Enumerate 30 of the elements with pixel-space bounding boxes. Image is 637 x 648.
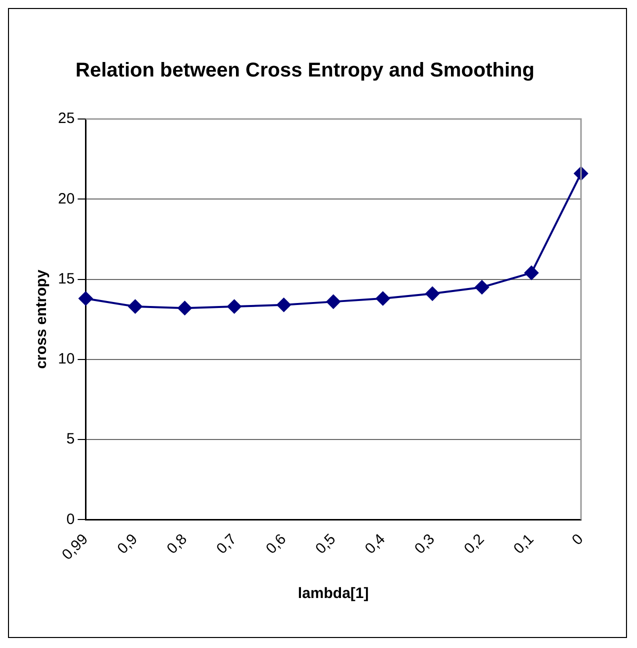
x-tick-label: 0,8 xyxy=(164,530,191,558)
point xyxy=(326,294,340,309)
point xyxy=(524,266,538,280)
y-tick-label: 15 xyxy=(58,270,75,288)
x-tick-label: 0,2 xyxy=(460,530,488,558)
x-tick-label: 0,3 xyxy=(411,530,438,558)
y-tick-label: 0 xyxy=(66,510,75,528)
x-tick-label: 0,9 xyxy=(114,530,141,558)
point xyxy=(128,299,142,314)
point xyxy=(376,291,390,306)
x-tick-label: 0,1 xyxy=(510,530,538,558)
point xyxy=(276,298,291,312)
point xyxy=(78,291,93,306)
y-tick-label: 5 xyxy=(66,430,75,448)
x-tick-label: 0 xyxy=(568,530,587,549)
y-tick-label: 25 xyxy=(58,110,75,128)
x-tick-label: 0,6 xyxy=(262,530,290,558)
y-tick-label: 20 xyxy=(58,190,75,208)
y-axis-title: cross entropy xyxy=(33,269,50,369)
x-tick-label: 0,99 xyxy=(58,530,92,564)
chart-title: Relation between Cross Entropy and Smoothing xyxy=(76,60,534,82)
point xyxy=(178,301,192,316)
y-tick-label: 10 xyxy=(58,350,75,368)
x-tick-label: 0,7 xyxy=(213,530,240,558)
x-axis-title: lambda[1] xyxy=(298,585,369,602)
point xyxy=(227,299,242,314)
x-tick-label: 0,5 xyxy=(312,530,340,558)
x-tick-label: 0,4 xyxy=(362,530,389,558)
point xyxy=(425,286,440,301)
point xyxy=(474,280,489,294)
